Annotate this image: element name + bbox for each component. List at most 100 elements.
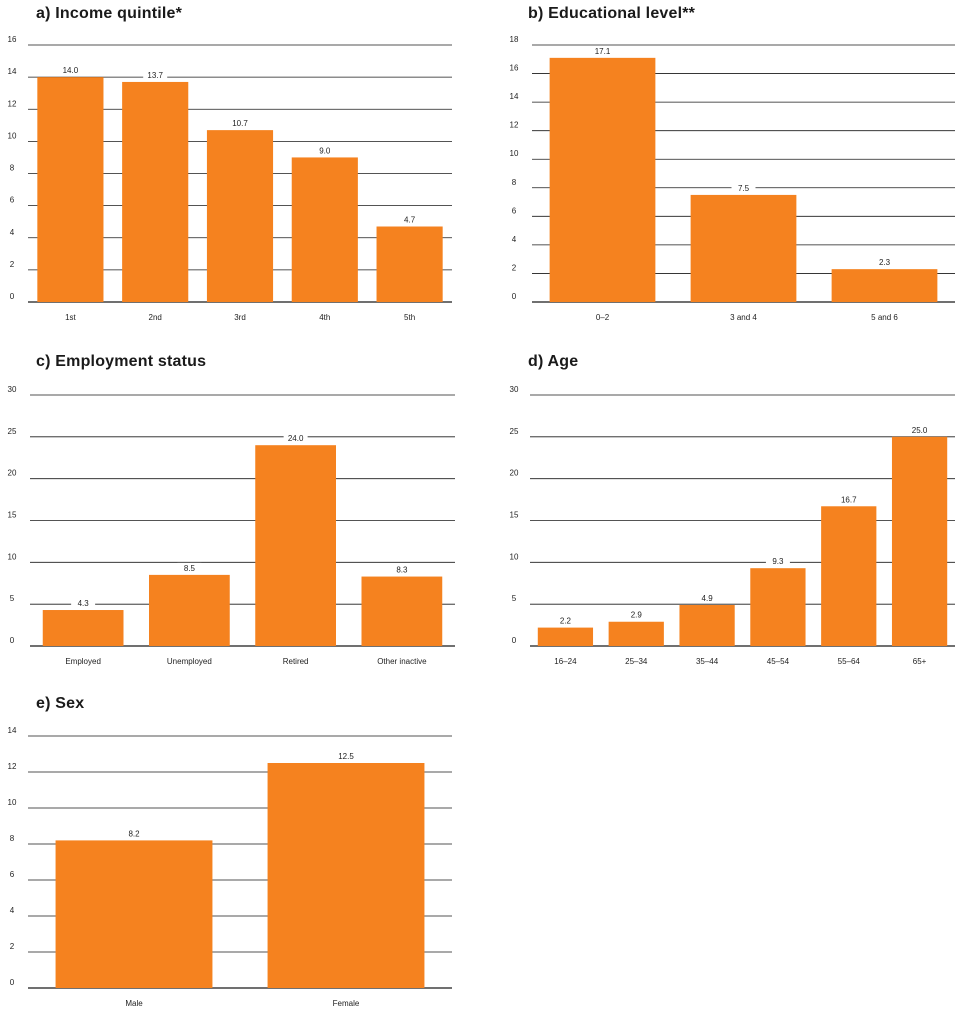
bar [122, 81, 189, 302]
y-tick-label: 4 [512, 235, 517, 244]
bar [690, 194, 797, 302]
data-label: 12.5 [338, 752, 354, 761]
y-tick-label: 15 [8, 511, 17, 520]
x-tick-label: 3 and 4 [730, 313, 757, 322]
chart-panel-income-quintile: a) Income quintile* 0 2 4 6 8 10 12 14 16 14.0 1st… [0, 0, 460, 330]
chart-title: e) Sex [36, 695, 85, 712]
y-tick-label: 10 [510, 149, 519, 158]
x-tick-label: 45–54 [767, 657, 790, 666]
bar [537, 627, 594, 646]
y-tick-label: 14 [8, 67, 17, 76]
x-tick-label: 35–44 [696, 657, 719, 666]
x-tick-label: Male [125, 999, 143, 1008]
y-tick-label: 16 [8, 35, 17, 44]
bar [149, 574, 230, 646]
data-label: 4.9 [702, 594, 714, 603]
bar [750, 568, 806, 646]
data-label-background [122, 828, 146, 839]
y-tick-label: 0 [10, 978, 15, 987]
y-tick-label: 5 [10, 594, 15, 603]
data-label: 2.2 [560, 617, 572, 626]
x-tick-label: 2nd [149, 313, 162, 322]
data-label-background [731, 182, 756, 193]
y-tick-label: 12 [8, 99, 17, 108]
data-label-background [590, 45, 615, 56]
bar [255, 445, 336, 646]
x-tick-label: 16–24 [554, 657, 577, 666]
y-tick-label: 10 [510, 552, 519, 561]
y-tick-label: 30 [8, 385, 17, 394]
data-label-background [765, 556, 790, 567]
data-label: 10.7 [232, 119, 248, 128]
data-label: 2.3 [879, 258, 891, 267]
data-label-background [836, 494, 861, 505]
y-tick-label: 30 [510, 385, 519, 394]
y-tick-label: 10 [8, 131, 17, 140]
bar [608, 621, 664, 646]
y-tick-label: 18 [510, 35, 519, 44]
bar-chart-age: 0 5 10 15 20 25 30 2.2 16–24 2.9 25–34 4.9 35–44 9.3 4… [510, 385, 955, 666]
bar-chart-educational-level: 0 2 4 6 8 10 12 14 16 18 17.1 0–2 7.5 3 and 4 2.3 5 and… [510, 35, 955, 322]
bar-chart-sex: 0 2 4 6 8 10 12 14 8.2 Male 12.5 Female [8, 726, 452, 1008]
bar [361, 576, 443, 646]
data-label: 2.9 [631, 611, 643, 620]
bar [267, 763, 425, 988]
data-label: 4.7 [404, 216, 416, 225]
y-tick-label: 6 [512, 206, 517, 215]
data-label-background [283, 433, 308, 444]
y-tick-label: 2 [10, 260, 15, 269]
y-tick-label: 16 [510, 64, 519, 73]
bar [831, 269, 938, 302]
x-tick-label: Retired [283, 657, 309, 666]
x-tick-label: 65+ [913, 657, 927, 666]
y-tick-label: 10 [8, 798, 17, 807]
data-label-background [389, 564, 414, 575]
data-label-background [397, 214, 422, 225]
y-tick-label: 0 [512, 636, 517, 645]
chart-title: c) Employment status [36, 353, 207, 370]
data-label: 8.2 [128, 829, 140, 838]
x-tick-label: Other inactive [377, 657, 427, 666]
data-label: 8.5 [184, 564, 196, 573]
bar [679, 605, 735, 646]
chart-title: b) Educational level** [528, 5, 696, 22]
data-label-background [624, 609, 649, 620]
data-label: 9.0 [319, 146, 331, 155]
bar [55, 840, 213, 988]
data-label: 24.0 [288, 434, 304, 443]
x-tick-label: 55–64 [838, 657, 861, 666]
y-tick-label: 6 [10, 870, 15, 879]
data-label-background [71, 598, 96, 609]
chart-panel-educational-level: b) Educational level** 0 2 4 6 8 10 12 14 16 18 17… [500, 0, 961, 330]
data-label: 9.3 [772, 557, 784, 566]
bar-chart-income-quintile: 0 2 4 6 8 10 12 14 16 14.0 1st 13.7 2nd 10.7 3rd 9.0 4th… [8, 35, 452, 322]
chart-panel-employment-status: c) Employment status 0 5 10 15 20 25 30 4.3 Empl… [0, 350, 460, 680]
y-tick-label: 2 [512, 263, 517, 272]
data-label-background [907, 424, 932, 435]
data-label-background [553, 615, 578, 626]
x-tick-label: 3rd [234, 313, 246, 322]
y-tick-label: 0 [10, 636, 15, 645]
y-tick-label: 4 [10, 228, 15, 237]
data-label-background [228, 118, 252, 129]
data-label: 17.1 [595, 47, 611, 56]
bar [891, 436, 948, 646]
y-tick-label: 20 [510, 469, 519, 478]
y-tick-label: 14 [510, 92, 519, 101]
data-label-background [334, 751, 358, 761]
chart-panel-sex: e) Sex 0 2 4 6 8 10 12 14 8.2 Male 12.5 Female [0, 692, 460, 1009]
bar [549, 57, 656, 302]
y-tick-label: 10 [8, 552, 17, 561]
y-tick-label: 15 [510, 511, 519, 520]
data-label-background [177, 562, 202, 573]
data-label: 7.5 [738, 184, 750, 193]
bar [42, 610, 124, 646]
data-label-background [872, 257, 897, 268]
y-tick-label: 2 [10, 942, 15, 951]
y-tick-label: 14 [8, 726, 17, 735]
y-tick-label: 6 [10, 196, 15, 205]
y-tick-label: 25 [8, 427, 17, 436]
data-label-background [58, 65, 83, 76]
bar [37, 77, 104, 302]
y-tick-label: 12 [8, 762, 17, 771]
